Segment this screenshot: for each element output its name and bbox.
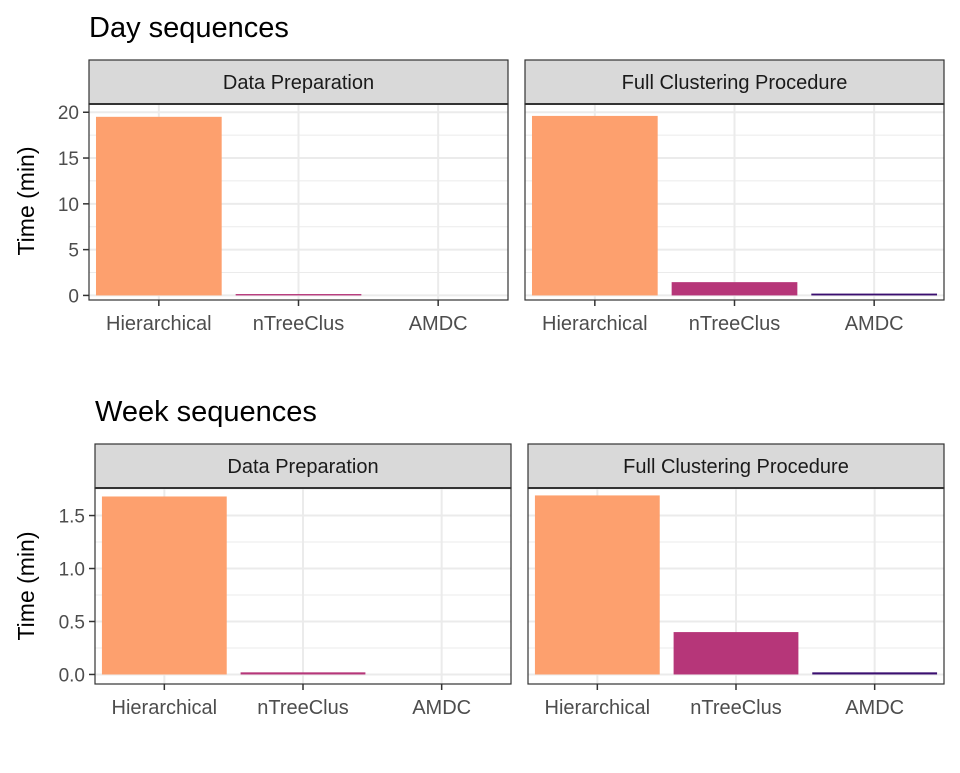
x-tick-label: nTreeClus	[689, 313, 781, 335]
x-tick-label: AMDC	[412, 697, 471, 719]
y-tick-label: 0.0	[59, 665, 85, 686]
facet-strip-label: Data Preparation	[227, 456, 378, 478]
y-tick-label: 15	[58, 149, 79, 170]
y-tick-label: 10	[58, 195, 79, 216]
y-tick-label: 1.5	[59, 507, 85, 528]
facet-strip	[524, 59, 945, 105]
facet-strip	[88, 59, 509, 105]
bar-ntreeclus	[240, 672, 366, 675]
bar-hierarchical	[101, 496, 227, 675]
y-tick-label: 5	[68, 241, 79, 262]
x-tick-label: Hierarchical	[542, 313, 648, 335]
x-tick-label: AMDC	[845, 697, 904, 719]
bar-amdc	[812, 672, 938, 675]
facet-strip-label: Full Clustering Procedure	[622, 72, 848, 94]
x-tick-label: Hierarchical	[106, 313, 212, 335]
bar-ntreeclus	[235, 294, 362, 296]
x-tick-label: nTreeClus	[690, 697, 782, 719]
facet-strip-label: Data Preparation	[223, 72, 374, 94]
x-tick-label: nTreeClus	[257, 697, 349, 719]
bar-hierarchical	[531, 115, 658, 296]
chart-block-1: Day sequences Time (min) 0 5 10 15 20 Data Prep…	[13, 12, 945, 335]
bar-amdc	[811, 293, 938, 296]
x-tick-label: nTreeClus	[253, 313, 345, 335]
x-tick-label: AMDC	[845, 313, 904, 335]
y-tick-label: 20	[58, 103, 79, 124]
panel-1: Data Preparation Hierarchical nTreeClus AMD…	[88, 59, 509, 335]
facet-strip	[94, 443, 512, 489]
bar-ntreeclus	[671, 282, 798, 296]
bar-hierarchical	[534, 495, 660, 675]
chart-title: Day sequences	[89, 12, 289, 44]
panel-2: Full Clustering Procedure Hierarchical nTr…	[524, 59, 945, 335]
y-tick-label: 0	[68, 286, 79, 307]
chart-block-2: Week sequences Time (min) 0.0 0.5 1.0 1.5 Data…	[13, 396, 945, 719]
facet-strip-label: Full Clustering Procedure	[623, 456, 849, 478]
bar-hierarchical	[95, 116, 222, 296]
x-tick-label: Hierarchical	[545, 697, 651, 719]
y-tick-label: 0.5	[59, 612, 85, 633]
x-tick-label: AMDC	[409, 313, 468, 335]
facet-strip	[527, 443, 945, 489]
panel-2: Full Clustering Procedure Hierarchical nTr…	[527, 443, 945, 719]
bar-ntreeclus	[673, 632, 799, 675]
y-axis-label: Time (min)	[13, 531, 39, 640]
y-axis-label: Time (min)	[13, 146, 39, 255]
panel-1: Data Preparation Hierarchical nTreeClus AMD…	[94, 443, 512, 719]
x-tick-label: Hierarchical	[112, 697, 218, 719]
chart-title: Week sequences	[95, 396, 317, 428]
y-tick-label: 1.0	[59, 560, 85, 581]
